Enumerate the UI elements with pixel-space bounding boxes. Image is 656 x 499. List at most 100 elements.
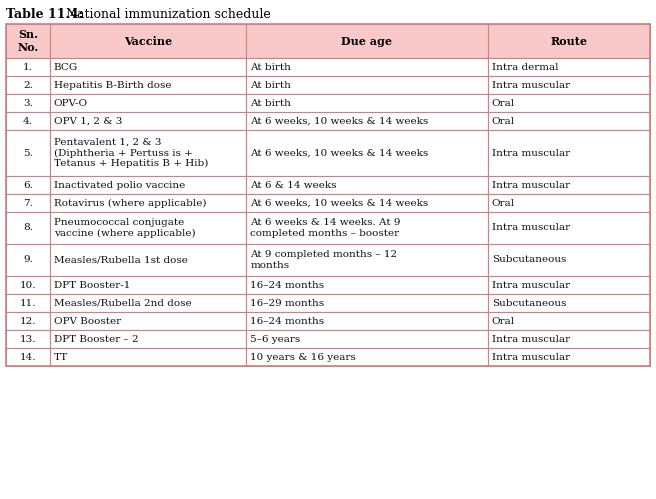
- Text: Oral: Oral: [492, 316, 515, 325]
- Text: 10.: 10.: [20, 280, 36, 289]
- Bar: [487, 276, 650, 294]
- Bar: [487, 312, 650, 330]
- Bar: [487, 130, 650, 176]
- Text: BCG: BCG: [54, 62, 78, 71]
- Bar: [6, 330, 50, 348]
- Bar: [6, 244, 50, 276]
- Bar: [246, 294, 487, 312]
- Bar: [246, 348, 487, 366]
- Bar: [50, 24, 246, 58]
- Bar: [246, 212, 487, 244]
- Bar: [50, 330, 246, 348]
- Text: At 9 completed months – 12
months: At 9 completed months – 12 months: [250, 250, 398, 269]
- Text: Measles/Rubella 1st dose: Measles/Rubella 1st dose: [54, 255, 188, 264]
- Text: Sn.
No.: Sn. No.: [17, 29, 39, 53]
- Text: National immunization schedule: National immunization schedule: [58, 8, 271, 21]
- Text: Intra muscular: Intra muscular: [492, 280, 570, 289]
- Bar: [50, 58, 246, 76]
- Text: TT: TT: [54, 352, 68, 361]
- Bar: [6, 194, 50, 212]
- Text: Intra muscular: Intra muscular: [492, 149, 570, 158]
- Bar: [6, 294, 50, 312]
- Bar: [50, 276, 246, 294]
- Text: At birth: At birth: [250, 80, 291, 89]
- Text: At birth: At birth: [250, 62, 291, 71]
- Text: Intra muscular: Intra muscular: [492, 224, 570, 233]
- Text: Route: Route: [550, 35, 587, 46]
- Text: Oral: Oral: [492, 116, 515, 126]
- Text: 9.: 9.: [23, 255, 33, 264]
- Bar: [6, 112, 50, 130]
- Bar: [6, 348, 50, 366]
- Bar: [487, 58, 650, 76]
- Text: 13.: 13.: [20, 334, 36, 343]
- Bar: [246, 112, 487, 130]
- Text: Intra muscular: Intra muscular: [492, 181, 570, 190]
- Text: Vaccine: Vaccine: [124, 35, 172, 46]
- Bar: [50, 312, 246, 330]
- Text: Subcutaneous: Subcutaneous: [492, 298, 566, 307]
- Text: Oral: Oral: [492, 98, 515, 107]
- Bar: [487, 348, 650, 366]
- Bar: [6, 212, 50, 244]
- Bar: [246, 24, 487, 58]
- Text: OPV 1, 2 & 3: OPV 1, 2 & 3: [54, 116, 122, 126]
- Bar: [487, 76, 650, 94]
- Bar: [50, 94, 246, 112]
- Bar: [6, 24, 50, 58]
- Text: 1.: 1.: [23, 62, 33, 71]
- Bar: [246, 94, 487, 112]
- Text: DPT Booster-1: DPT Booster-1: [54, 280, 130, 289]
- Text: 16–24 months: 16–24 months: [250, 316, 324, 325]
- Text: Pentavalent 1, 2 & 3
(Diphtheria + Pertuss is +
Tetanus + Hepatitis B + Hib): Pentavalent 1, 2 & 3 (Diphtheria + Pertu…: [54, 138, 208, 168]
- Text: DPT Booster – 2: DPT Booster – 2: [54, 334, 138, 343]
- Bar: [246, 76, 487, 94]
- Bar: [50, 212, 246, 244]
- Text: At birth: At birth: [250, 98, 291, 107]
- Text: 11.: 11.: [20, 298, 36, 307]
- Bar: [50, 348, 246, 366]
- Bar: [6, 24, 650, 366]
- Bar: [487, 176, 650, 194]
- Bar: [246, 194, 487, 212]
- Text: Intra muscular: Intra muscular: [492, 352, 570, 361]
- Text: Intra muscular: Intra muscular: [492, 334, 570, 343]
- Text: 14.: 14.: [20, 352, 36, 361]
- Text: 3.: 3.: [23, 98, 33, 107]
- Bar: [487, 24, 650, 58]
- Text: At 6 weeks, 10 weeks & 14 weeks: At 6 weeks, 10 weeks & 14 weeks: [250, 149, 428, 158]
- Bar: [6, 58, 50, 76]
- Text: 8.: 8.: [23, 224, 33, 233]
- Bar: [6, 312, 50, 330]
- Text: 10 years & 16 years: 10 years & 16 years: [250, 352, 356, 361]
- Bar: [6, 130, 50, 176]
- Bar: [487, 112, 650, 130]
- Text: 7.: 7.: [23, 199, 33, 208]
- Bar: [6, 76, 50, 94]
- Text: At 6 weeks & 14 weeks. At 9
completed months – booster: At 6 weeks & 14 weeks. At 9 completed mo…: [250, 218, 401, 238]
- Bar: [50, 130, 246, 176]
- Bar: [6, 176, 50, 194]
- Bar: [246, 330, 487, 348]
- Text: Measles/Rubella 2nd dose: Measles/Rubella 2nd dose: [54, 298, 192, 307]
- Bar: [487, 94, 650, 112]
- Bar: [50, 76, 246, 94]
- Text: Intra dermal: Intra dermal: [492, 62, 558, 71]
- Text: At 6 weeks, 10 weeks & 14 weeks: At 6 weeks, 10 weeks & 14 weeks: [250, 116, 428, 126]
- Bar: [246, 58, 487, 76]
- Bar: [50, 294, 246, 312]
- Text: 6.: 6.: [23, 181, 33, 190]
- Text: 2.: 2.: [23, 80, 33, 89]
- Text: Table 11.4:: Table 11.4:: [6, 8, 83, 21]
- Text: Intra muscular: Intra muscular: [492, 80, 570, 89]
- Text: Hepatitis B-Birth dose: Hepatitis B-Birth dose: [54, 80, 171, 89]
- Text: Subcutaneous: Subcutaneous: [492, 255, 566, 264]
- Text: At 6 & 14 weeks: At 6 & 14 weeks: [250, 181, 337, 190]
- Bar: [246, 244, 487, 276]
- Bar: [246, 312, 487, 330]
- Bar: [487, 194, 650, 212]
- Text: 4.: 4.: [23, 116, 33, 126]
- Text: 12.: 12.: [20, 316, 36, 325]
- Text: OPV-O: OPV-O: [54, 98, 88, 107]
- Text: Inactivated polio vaccine: Inactivated polio vaccine: [54, 181, 185, 190]
